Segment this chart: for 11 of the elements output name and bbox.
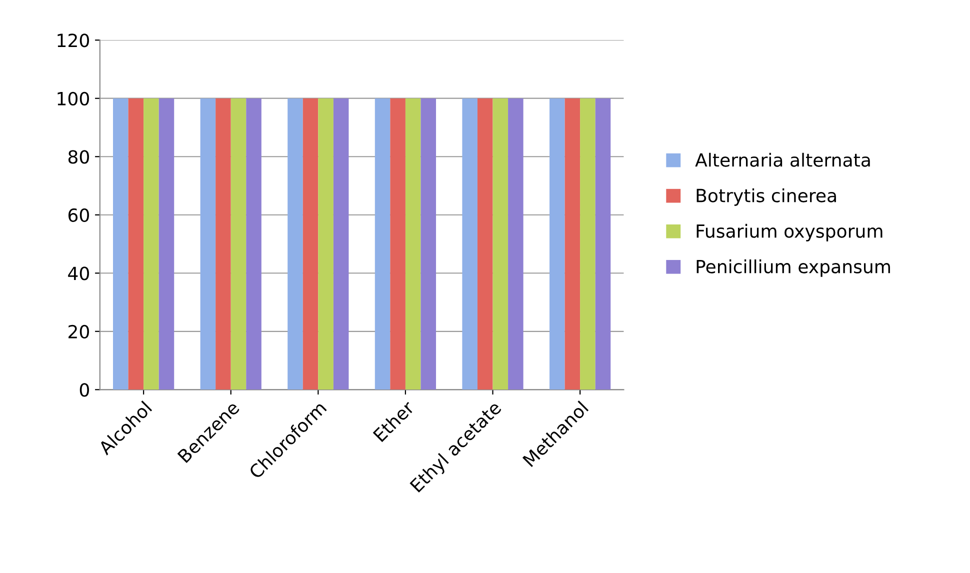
y-tick-label: 120 [58,34,89,48]
legend-label: Alternaria alternata [695,152,870,167]
y-tick-label: 60 [68,208,89,222]
y-tick-label: 20 [68,324,89,338]
y-tick-label: 40 [68,266,89,280]
y-tick-label: 80 [68,150,89,164]
y-tick-label: 100 [58,92,89,106]
legend-label: Botrytis cinerea [696,188,836,206]
legend-label: Penicillium expansum [696,259,890,277]
legend-label: Fusarium oxysporum [696,224,882,242]
y-tick-label: 0 [80,383,89,397]
